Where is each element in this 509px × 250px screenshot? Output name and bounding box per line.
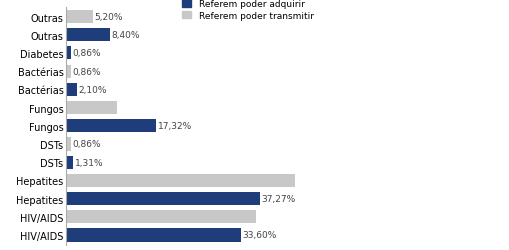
Bar [66,138,71,151]
Text: 0,86%: 0,86% [72,68,101,76]
Text: 1,31%: 1,31% [74,158,103,167]
Bar [66,47,71,60]
Bar [66,29,110,42]
Bar [66,102,117,115]
Bar [66,65,71,78]
Bar [66,156,73,169]
Text: 2,10%: 2,10% [78,86,107,94]
Text: 0,86%: 0,86% [72,49,101,58]
Text: 5,20%: 5,20% [95,13,123,22]
Text: 33,60%: 33,60% [242,230,277,239]
Text: 37,27%: 37,27% [262,194,296,203]
Bar [66,210,256,224]
Bar [66,174,295,187]
Text: 0,86%: 0,86% [72,140,101,149]
Bar [66,11,93,24]
Text: 17,32%: 17,32% [158,122,192,131]
Bar [66,120,156,133]
Bar [66,228,241,241]
Bar [66,84,77,96]
Bar [66,192,260,205]
Text: 8,40%: 8,40% [111,31,140,40]
Legend: Referem poder adquirir, Referem poder transmitir: Referem poder adquirir, Referem poder tr… [182,0,314,21]
